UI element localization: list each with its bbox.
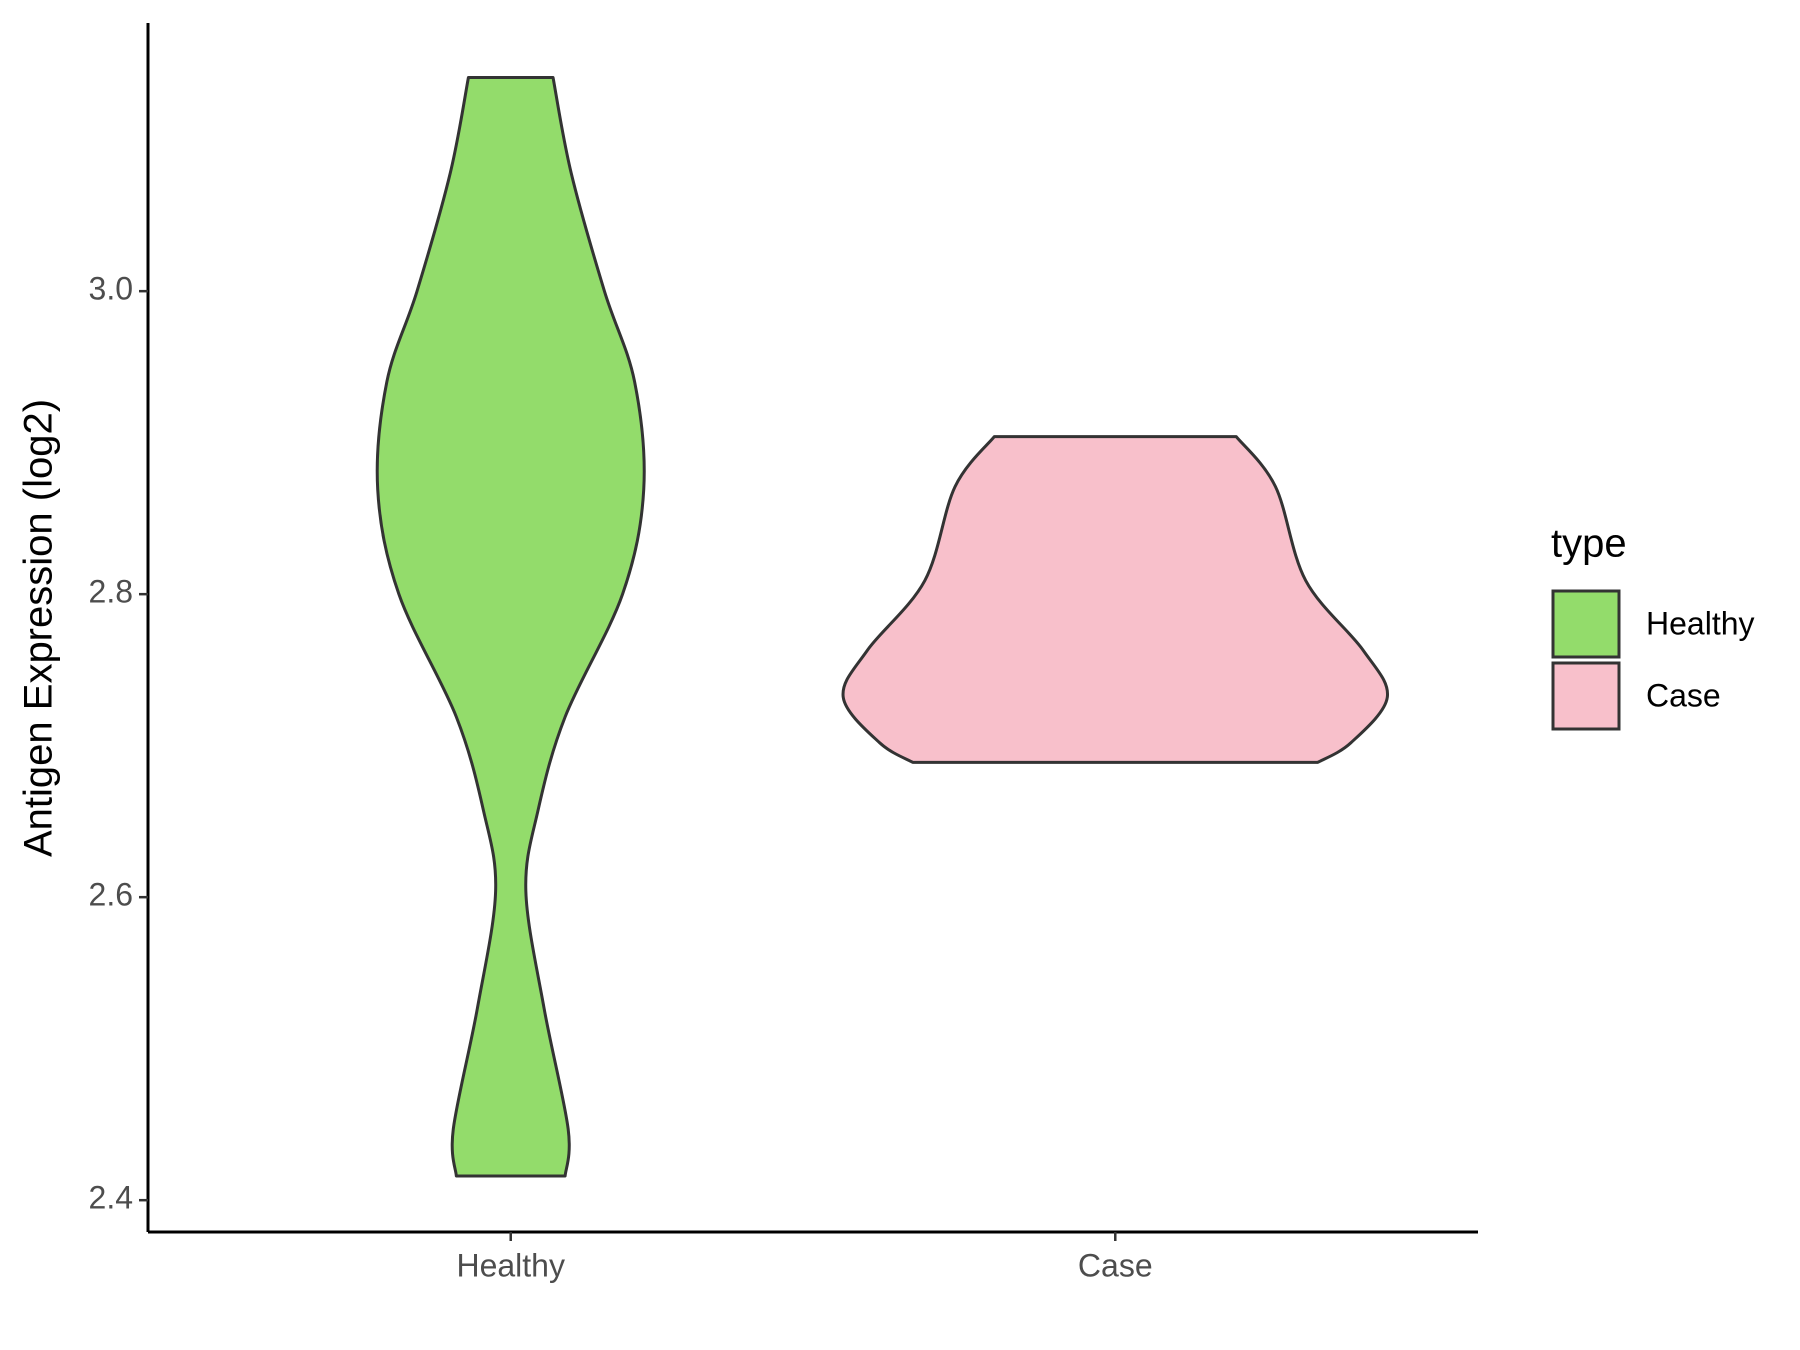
- y-tick-label: 2.8: [89, 574, 133, 610]
- y-axis-title: Antigen Expression (log2): [17, 399, 61, 857]
- legend-label: Case: [1646, 677, 1721, 713]
- y-tick-label: 2.4: [89, 1180, 133, 1216]
- violin: [375, 76, 646, 1178]
- x-tick-label: Healthy: [456, 1247, 565, 1283]
- y-tick-label: 2.6: [89, 877, 133, 913]
- legend-key: [1551, 589, 1621, 659]
- legend-key: [1551, 661, 1621, 731]
- x-tick-label: Case: [1078, 1247, 1153, 1283]
- violin: [841, 435, 1389, 764]
- legend-title: type: [1551, 522, 1627, 566]
- y-tick-label: 3.0: [89, 271, 133, 307]
- legend-label: Healthy: [1646, 605, 1755, 641]
